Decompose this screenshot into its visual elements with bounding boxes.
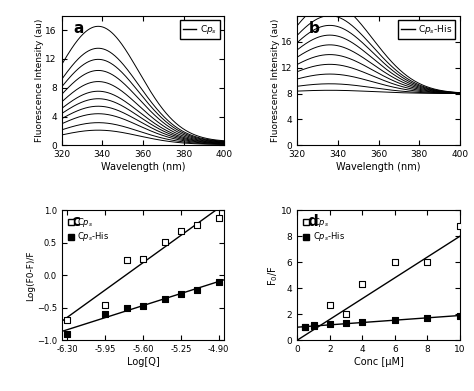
Point: [139, 303, 146, 309]
Point: [358, 281, 366, 287]
Point: [423, 315, 431, 321]
Point: [358, 319, 366, 325]
Point: [161, 296, 168, 302]
Point: [139, 256, 146, 262]
Y-axis label: Fluorescence Intensity (au): Fluorescence Intensity (au): [271, 19, 280, 142]
Point: [63, 317, 71, 323]
Text: c: c: [72, 214, 81, 229]
Point: [423, 259, 431, 265]
X-axis label: Wavelength (nm): Wavelength (nm): [100, 162, 185, 172]
Point: [391, 317, 399, 323]
Y-axis label: Log(F0-F)/F: Log(F0-F)/F: [26, 250, 35, 301]
Point: [391, 259, 399, 265]
Point: [342, 320, 350, 326]
Point: [177, 291, 184, 297]
Point: [101, 311, 109, 317]
X-axis label: Log[Q]: Log[Q]: [127, 357, 159, 367]
X-axis label: Conc [μM]: Conc [μM]: [354, 357, 403, 367]
Point: [193, 222, 201, 228]
Point: [177, 228, 184, 234]
Point: [326, 321, 334, 327]
Point: [215, 215, 222, 221]
Point: [161, 239, 168, 245]
Point: [123, 305, 130, 311]
Text: d: d: [307, 214, 318, 229]
Point: [215, 279, 222, 285]
Point: [301, 324, 309, 330]
Y-axis label: F$_0$/F: F$_0$/F: [266, 265, 280, 285]
Point: [101, 302, 109, 308]
Point: [123, 256, 130, 263]
Point: [456, 313, 464, 319]
Point: [63, 330, 71, 337]
Legend: C$p_s$, C$p_s$-His: C$p_s$, C$p_s$-His: [66, 215, 111, 245]
Legend: C$p_s$: C$p_s$: [180, 20, 219, 39]
Y-axis label: Fluorescence Intensity (au): Fluorescence Intensity (au): [35, 19, 44, 142]
Point: [310, 323, 317, 329]
Text: a: a: [73, 21, 83, 36]
Point: [326, 302, 334, 308]
Point: [310, 321, 317, 328]
Point: [193, 287, 201, 293]
Text: b: b: [309, 21, 319, 36]
Point: [301, 324, 309, 330]
Legend: C$p_s$, C$p_s$-His: C$p_s$, C$p_s$-His: [301, 215, 347, 245]
X-axis label: Wavelength (nm): Wavelength (nm): [336, 162, 421, 172]
Legend: C$p_s$-His: C$p_s$-His: [399, 20, 455, 39]
Point: [342, 311, 350, 317]
Point: [456, 223, 464, 229]
